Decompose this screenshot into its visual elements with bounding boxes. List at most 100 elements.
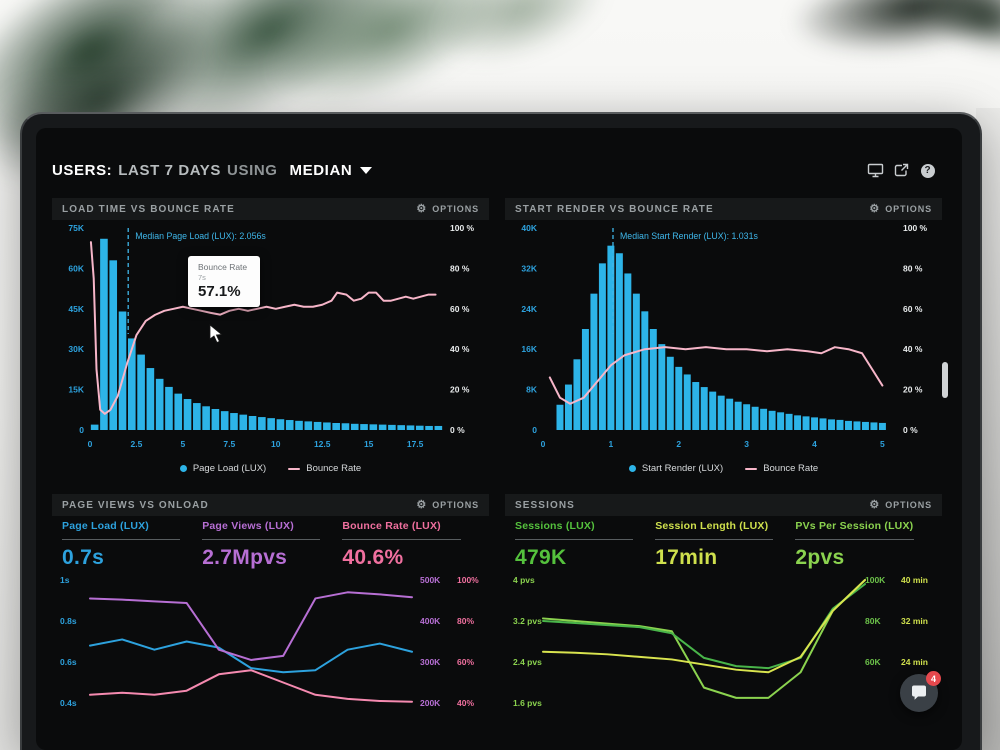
svg-text:10: 10 (271, 439, 281, 449)
panel-header: PAGE VIEWS VS ONLOAD ⚙ OPTIONS (52, 494, 489, 516)
help-icon[interactable]: ? (919, 163, 936, 179)
options-button[interactable]: ⚙ OPTIONS (416, 498, 479, 511)
panel-start-render-vs-bounce-rate: START RENDER VS BOUNCE RATE ⚙ OPTIONS 40K… (505, 198, 942, 480)
svg-text:80K: 80K (865, 616, 881, 626)
svg-text:24K: 24K (521, 304, 537, 314)
panel-header: LOAD TIME VS BOUNCE RATE ⚙ OPTIONS (52, 198, 489, 220)
svg-text:3.2 pvs: 3.2 pvs (513, 616, 542, 626)
metric-label: Page Load (LUX) (62, 520, 181, 540)
svg-text:1: 1 (609, 439, 614, 449)
svg-text:1.6 pvs: 1.6 pvs (513, 698, 542, 708)
svg-text:60%: 60% (457, 657, 474, 667)
share-icon[interactable] (893, 163, 910, 179)
svg-text:400K: 400K (420, 616, 441, 626)
legend-label: Bounce Rate (763, 463, 819, 474)
svg-text:100K: 100K (865, 575, 886, 585)
median-dropdown-label: MEDIAN (289, 162, 353, 179)
chat-unread-badge: 4 (926, 671, 941, 686)
load-time-histogram-chart[interactable]: 75K 60K 45K 30K 15K 0 100 % 80 % 60 % 40 % 20 % 0 %… (52, 220, 489, 456)
svg-text:300K: 300K (420, 657, 441, 667)
svg-text:32 min: 32 min (901, 616, 928, 626)
svg-text:17.5: 17.5 (407, 439, 424, 449)
sessions-line-chart[interactable]: 4 pvs 3.2 pvs 2.4 pvs 1.6 pvs 100K 80K 60K 40 m… (505, 570, 942, 750)
plant-leaf (420, 0, 620, 84)
svg-text:4: 4 (812, 439, 817, 449)
gear-icon: ⚙ (869, 202, 881, 215)
options-button[interactable]: ⚙ OPTIONS (869, 499, 932, 511)
svg-text:40 min: 40 min (901, 575, 928, 585)
title-using: USING (227, 162, 278, 179)
legend-start-render[interactable]: Start Render (LUX) (628, 463, 723, 474)
metric-page-load: Page Load (LUX) 0.7s (62, 520, 202, 570)
metric-session-length: Session Length (LUX) 17min (655, 520, 795, 570)
svg-text:60K: 60K (865, 657, 881, 667)
gear-icon: ⚙ (416, 498, 428, 511)
panel-header: START RENDER VS BOUNCE RATE ⚙ OPTIONS (505, 198, 942, 220)
svg-text:5: 5 (880, 439, 885, 449)
svg-text:80 %: 80 % (450, 263, 470, 273)
metric-value: 2pvs (795, 546, 845, 569)
legend-bounce-rate[interactable]: Bounce Rate (745, 463, 818, 474)
metric-label: Bounce Rate (LUX) (342, 520, 461, 540)
svg-text:1s: 1s (60, 575, 70, 585)
svg-text:16K: 16K (521, 344, 537, 354)
svg-text:12.5: 12.5 (314, 439, 331, 449)
chat-widget-button[interactable]: 4 (900, 671, 941, 712)
legend-line-icon (288, 467, 301, 470)
svg-text:75K: 75K (68, 223, 84, 233)
svg-text:32K: 32K (521, 263, 537, 273)
legend-dot-icon (628, 465, 636, 472)
svg-text:200K: 200K (420, 698, 441, 708)
page-views-line-chart[interactable]: 1s 0.8s 0.6s 0.4s 500K 400K 300K 200K 100% 80% 60%… (52, 570, 489, 750)
scrollbar-thumb[interactable] (942, 362, 948, 398)
help-glyph: ? (920, 163, 935, 178)
svg-text:30K: 30K (68, 344, 84, 354)
svg-text:2.4 pvs: 2.4 pvs (513, 657, 542, 667)
panel-load-time-vs-bounce-rate: LOAD TIME VS BOUNCE RATE ⚙ OPTIONS 75K 60K… (52, 198, 489, 480)
svg-text:0: 0 (79, 425, 84, 435)
options-button[interactable]: ⚙ OPTIONS (416, 202, 479, 215)
options-button[interactable]: ⚙ OPTIONS (869, 202, 932, 215)
start-render-histogram-chart[interactable]: 40K 32K 24K 16K 8K 0 100 % 80 % 60 % 40 % 20 % 0 % 0… (505, 220, 942, 456)
chevron-down-icon (360, 167, 373, 174)
svg-text:3: 3 (744, 439, 749, 449)
legend-page-load[interactable]: Page Load (LUX) (179, 463, 267, 474)
svg-text:0.4s: 0.4s (60, 698, 77, 708)
display-icon[interactable] (867, 163, 884, 179)
metric-value: 17min (655, 546, 718, 569)
panel-title: PAGE VIEWS VS ONLOAD (62, 499, 209, 511)
svg-text:2.5: 2.5 (131, 439, 143, 449)
title-users: USERS: (52, 162, 113, 179)
svg-text:40%: 40% (457, 698, 474, 708)
options-label: OPTIONS (432, 500, 479, 510)
metric-label: PVs Per Session (LUX) (795, 520, 914, 540)
chart-area: 75K 60K 45K 30K 15K 0 100 % 80 % 60 % 40 % 20 % 0 %… (52, 220, 489, 461)
chat-bubble-icon (912, 685, 926, 700)
metrics-row: Page Load (LUX) 0.7s Page Views (LUX) 2.… (62, 520, 483, 570)
svg-text:100 %: 100 % (903, 223, 928, 233)
metric-page-views: Page Views (LUX) 2.7Mpvs (202, 520, 342, 570)
svg-text:0: 0 (541, 439, 546, 449)
metric-bounce-rate: Bounce Rate (LUX) 40.6% (342, 520, 482, 570)
svg-text:0.8s: 0.8s (60, 616, 77, 626)
legend-label: Bounce Rate (306, 463, 362, 474)
gear-icon: ⚙ (416, 202, 428, 215)
page-title: USERS: LAST 7 DAYS USING MEDIAN (52, 162, 373, 179)
svg-text:40K: 40K (521, 223, 537, 233)
svg-text:20 %: 20 % (903, 385, 923, 395)
dashboard-topbar: USERS: LAST 7 DAYS USING MEDIAN ? (52, 162, 936, 179)
svg-text:24 min: 24 min (901, 657, 928, 667)
metric-label: Sessions (LUX) (515, 520, 634, 540)
legend-label: Page Load (LUX) (192, 463, 267, 474)
panel-title: START RENDER VS BOUNCE RATE (515, 203, 714, 215)
legend-bounce-rate[interactable]: Bounce Rate (288, 463, 361, 474)
svg-text:15K: 15K (68, 385, 84, 395)
tooltip-title: Bounce Rate (198, 262, 248, 272)
metric-pvs-per-session: PVs Per Session (LUX) 2pvs (795, 520, 935, 570)
svg-text:40 %: 40 % (903, 344, 923, 354)
median-dropdown[interactable]: MEDIAN (284, 162, 373, 179)
svg-text:Median Page Load (LUX): 2.056s: Median Page Load (LUX): 2.056s (135, 231, 266, 241)
metric-label: Page Views (LUX) (202, 520, 321, 540)
legend-line-icon (745, 467, 758, 470)
